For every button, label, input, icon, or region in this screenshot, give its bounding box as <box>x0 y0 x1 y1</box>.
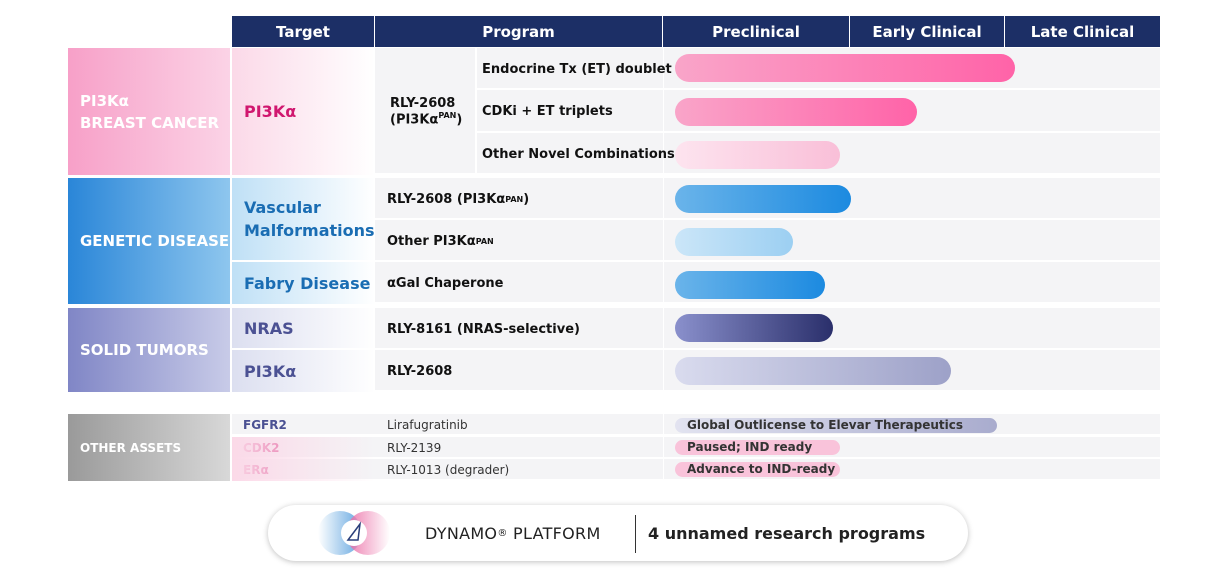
header-stage: Early Clinical <box>850 16 1005 47</box>
text: (PI3Kα <box>390 112 439 128</box>
text: Other PI3Kα <box>387 233 476 249</box>
progress-bar <box>675 357 951 385</box>
target: PI3Kα <box>232 48 375 175</box>
status-bar: Advance to IND-ready <box>675 462 840 477</box>
target: Vascular Malformations <box>232 178 375 262</box>
target: FGFR2 <box>243 418 287 432</box>
text: PLATFORM <box>507 523 601 543</box>
progress-bar <box>675 141 840 169</box>
text: PAN <box>505 194 524 204</box>
target: ERα <box>243 463 269 477</box>
header-target: Target <box>232 16 375 47</box>
program: RLY-2608 (PI3Kα PAN) <box>387 178 529 220</box>
target: CDK2 <box>243 441 280 455</box>
group-label: PI3Kα BREAST CANCER <box>68 48 230 175</box>
cell <box>375 48 475 175</box>
text: ) <box>456 112 463 128</box>
progress-bar <box>675 54 1015 82</box>
group-label: GENETIC DISEASE <box>68 178 230 304</box>
status-bar: Global Outlicense to Elevar Therapeutics <box>675 418 997 433</box>
group-label: SOLID TUMORS <box>68 308 230 392</box>
program: αGal Chaperone <box>387 275 504 291</box>
status-bar: Paused; IND ready <box>675 440 840 455</box>
text: PI3Kα <box>80 91 129 110</box>
program: CDKi + ET triplets <box>482 104 613 119</box>
target: Fabry Disease <box>232 262 375 304</box>
text: RLY-2608 (PI3Kα <box>387 191 506 207</box>
program: RLY-2608 (PI3KαPAN) <box>390 48 475 175</box>
target: PI3Kα <box>232 350 375 392</box>
divider <box>663 48 664 481</box>
text: DYNAMO <box>425 523 498 543</box>
progress-bar <box>675 314 833 342</box>
program: RLY-2608 <box>387 363 453 379</box>
program: Lirafugratinib <box>387 418 468 432</box>
program: RLY-1013 (degrader) <box>387 463 510 477</box>
program: Other Novel Combinations <box>482 146 675 162</box>
progress-bar <box>675 228 793 256</box>
text: RLY-2608 <box>390 95 456 111</box>
progress-bar <box>675 271 825 299</box>
program: RLY-8161 (NRAS-selective) <box>387 321 580 337</box>
group-label: OTHER ASSETS <box>68 414 230 481</box>
text: ) <box>523 191 530 207</box>
target: NRAS <box>232 308 375 350</box>
platform-name: DYNAMO ® PLATFORM <box>425 505 601 561</box>
progress-bar <box>675 98 917 126</box>
program: Other PI3Kα PAN <box>387 220 494 262</box>
text: ® <box>497 527 508 539</box>
separator <box>635 515 636 553</box>
program: Endocrine Tx (ET) doublet <box>482 61 672 77</box>
header-stage: Late Clinical <box>1005 16 1160 47</box>
header-program: Program <box>375 16 663 47</box>
platform-programs: 4 unnamed research programs <box>648 523 926 543</box>
platform-logo <box>318 511 390 555</box>
text: BREAST CANCER <box>80 113 220 132</box>
progress-bar <box>675 185 851 213</box>
header-stage: Preclinical <box>663 16 850 47</box>
program: RLY-2139 <box>387 441 442 455</box>
text: PAN <box>475 236 494 246</box>
text: PAN <box>438 110 457 120</box>
